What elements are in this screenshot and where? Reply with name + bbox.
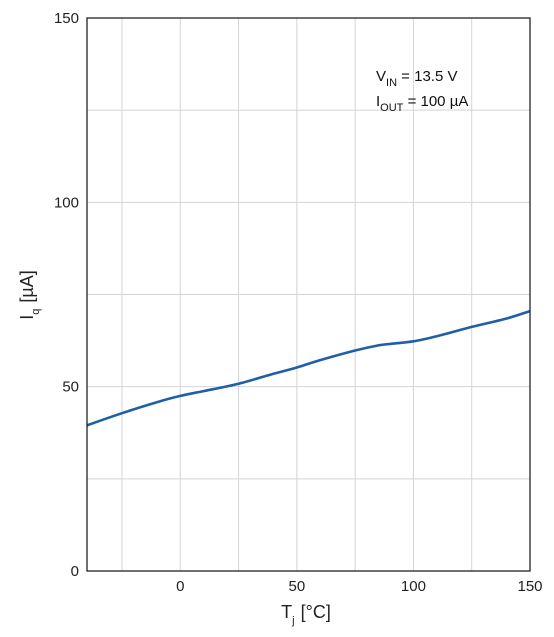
x-tick-label: 150	[517, 578, 542, 595]
plot-frame	[86, 17, 531, 572]
x-tick-label: 0	[176, 578, 184, 595]
y-tick-label: 150	[54, 10, 79, 27]
y-tick-label: 0	[71, 563, 79, 580]
annotation-box: VIN = 13.5 V IOUT = 100 µA	[376, 68, 468, 114]
y-axis-label: Iq[µA]	[17, 270, 42, 320]
annotation-iout: IOUT = 100 µA	[376, 93, 468, 114]
series-line	[86, 309, 531, 427]
x-axis-label: Tj [°C]	[281, 602, 331, 627]
x-tick-label: 50	[288, 578, 305, 595]
x-tick-label: 100	[401, 578, 426, 595]
series-layer	[86, 309, 531, 427]
y-tick-label: 100	[54, 194, 79, 211]
y-tick-label: 50	[62, 379, 79, 396]
tick-labels: 0 50 100 150 0 50 100 150	[54, 10, 543, 595]
annotation-vin: VIN = 13.5 V	[376, 68, 457, 89]
